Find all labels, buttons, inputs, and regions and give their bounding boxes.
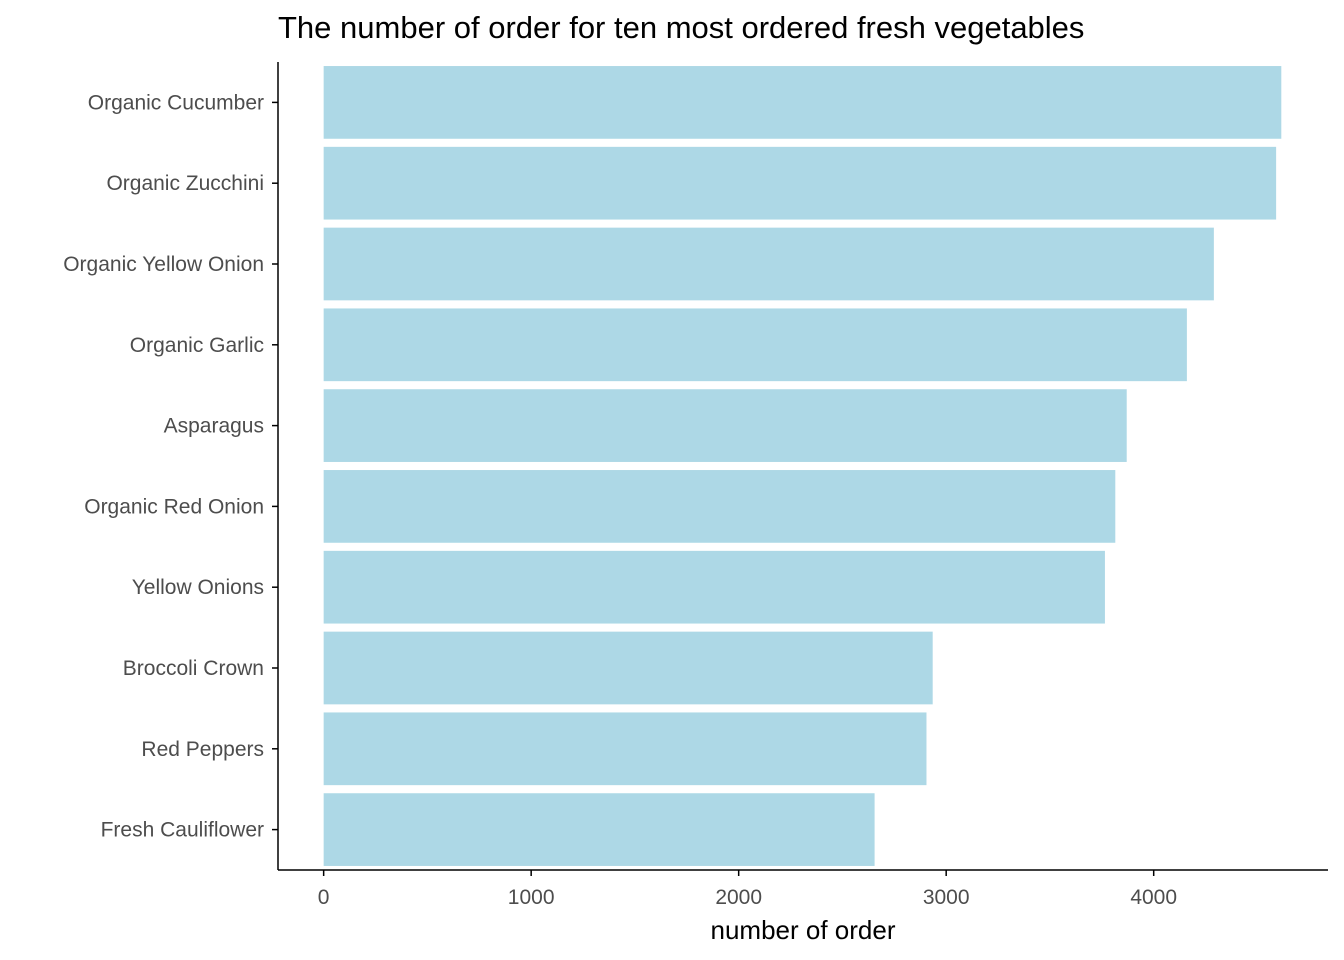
x-axis-title: number of order (711, 915, 896, 945)
bar-broccoli-crown (323, 631, 933, 705)
y-tick-label: Organic Red Onion (84, 495, 264, 518)
bar-asparagus (323, 389, 1127, 462)
y-tick-label: Yellow Onions (132, 576, 264, 599)
chart-title: The number of order for ten most ordered… (278, 10, 1085, 45)
bar-red-peppers (323, 712, 927, 786)
bar-organic-yellow-onion (323, 227, 1214, 301)
y-tick-label: Organic Garlic (130, 334, 264, 357)
x-tick-label: 3000 (923, 886, 970, 909)
bars-layer (323, 66, 1282, 866)
y-tick-label: Red Peppers (141, 738, 264, 761)
y-tick-label: Asparagus (164, 415, 264, 438)
bar-organic-garlic (323, 308, 1187, 382)
bar-organic-cucumber (323, 66, 1282, 139)
x-tick-label: 1000 (508, 886, 555, 909)
bar-yellow-onions (323, 550, 1105, 624)
y-tick-label: Organic Yellow Onion (63, 253, 264, 276)
x-tick-label: 4000 (1130, 886, 1177, 909)
x-tick-label: 2000 (715, 886, 762, 909)
y-tick-label: Broccoli Crown (123, 657, 264, 680)
x-tick-label: 0 (318, 886, 330, 909)
bar-organic-red-onion (323, 470, 1116, 543)
y-tick-label: Organic Cucumber (88, 91, 264, 114)
y-tick-label: Fresh Cauliflower (101, 819, 264, 842)
y-tick-label: Organic Zucchini (106, 172, 264, 195)
axes-layer: Organic Cucumber Organic Zucchini Organic … (63, 62, 1328, 909)
bar-fresh-cauliflower (323, 793, 875, 866)
bar-organic-zucchini (323, 146, 1277, 220)
